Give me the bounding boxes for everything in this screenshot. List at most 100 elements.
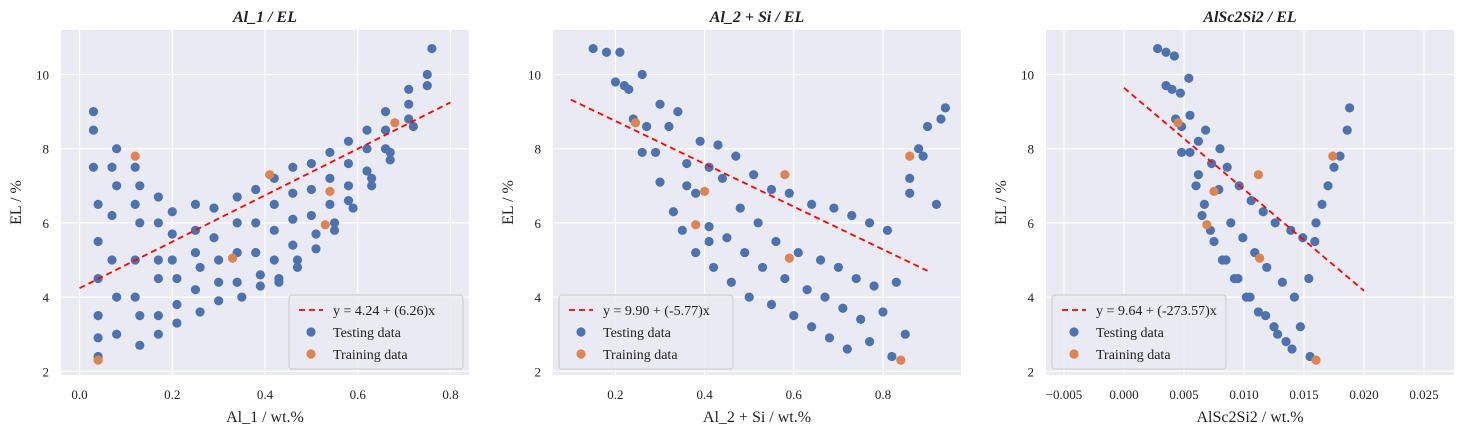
testing-point bbox=[1269, 322, 1279, 332]
testing-point bbox=[362, 166, 372, 176]
testing-point bbox=[408, 121, 418, 132]
training-point bbox=[780, 170, 790, 180]
testing-point bbox=[1261, 311, 1271, 321]
testing-point bbox=[255, 281, 265, 291]
y-axis-label: EL / % bbox=[8, 180, 25, 225]
testing-point bbox=[1161, 47, 1171, 57]
testing-point bbox=[766, 184, 777, 195]
x-axis-label: Al_2 + Si / wt.% bbox=[703, 409, 811, 426]
x-tick-label: 0.0 bbox=[71, 387, 87, 402]
training-point bbox=[390, 118, 400, 128]
testing-point bbox=[802, 285, 812, 295]
testing-point bbox=[691, 188, 701, 198]
testing-point bbox=[815, 255, 826, 265]
legend-training-label: Training data bbox=[603, 348, 678, 363]
testing-point bbox=[936, 114, 946, 124]
testing-point bbox=[251, 184, 261, 195]
testing-point bbox=[107, 255, 117, 265]
testing-point bbox=[130, 162, 140, 172]
testing-point bbox=[1253, 307, 1263, 317]
y-tick-label: 2 bbox=[535, 364, 542, 379]
testing-point bbox=[1277, 277, 1287, 287]
testing-point bbox=[1207, 158, 1217, 169]
testing-point bbox=[1323, 181, 1333, 191]
training-point bbox=[1255, 253, 1265, 263]
legend: y = 9.64 + (-273.57)x Testing data Trainin… bbox=[1051, 294, 1227, 370]
testing-point bbox=[624, 84, 634, 94]
testing-point bbox=[329, 218, 340, 228]
legend-training-swatch bbox=[1069, 349, 1079, 359]
testing-point bbox=[343, 181, 354, 191]
testing-point bbox=[887, 351, 897, 362]
testing-point bbox=[1286, 225, 1296, 235]
legend-fit-label: y = 9.90 + (-5.77)x bbox=[603, 304, 710, 319]
testing-point bbox=[1175, 88, 1185, 98]
testing-point bbox=[112, 329, 122, 339]
testing-point bbox=[1273, 329, 1283, 339]
x-tick-label: 0.010 bbox=[1229, 387, 1258, 402]
testing-point bbox=[1298, 233, 1308, 243]
y-tick-label: 8 bbox=[43, 142, 50, 157]
training-point bbox=[1328, 151, 1338, 161]
testing-point bbox=[869, 281, 879, 291]
x-tick-label: −0.005 bbox=[1046, 387, 1083, 402]
testing-point bbox=[708, 262, 719, 273]
testing-point bbox=[704, 236, 714, 247]
testing-point bbox=[744, 292, 754, 302]
testing-point bbox=[343, 196, 354, 206]
testing-point bbox=[682, 181, 692, 191]
subplot-al2-si-el: 0.2 0.4 0.6 0.8 2 4 6 8 10 Al_2 + Si / EL Al_2 + S… bbox=[500, 9, 961, 426]
y-tick-label: 10 bbox=[36, 68, 49, 83]
testing-point bbox=[190, 285, 201, 295]
testing-point bbox=[824, 333, 835, 343]
training-point bbox=[227, 253, 238, 263]
x-tick-label: 0.4 bbox=[257, 387, 274, 402]
testing-point bbox=[1311, 218, 1321, 228]
testing-point bbox=[731, 151, 741, 161]
testing-point bbox=[153, 218, 163, 228]
x-tick-label: 0.2 bbox=[164, 387, 180, 402]
legend-training-label: Training data bbox=[333, 348, 408, 363]
testing-point bbox=[695, 136, 705, 146]
testing-point bbox=[167, 229, 177, 239]
training-point bbox=[265, 170, 275, 180]
testing-point bbox=[214, 255, 224, 265]
training-point bbox=[1311, 355, 1321, 365]
testing-point bbox=[1197, 210, 1207, 221]
testing-point bbox=[292, 255, 303, 265]
testing-point bbox=[135, 340, 145, 350]
testing-point bbox=[232, 218, 242, 228]
testing-point bbox=[704, 162, 714, 172]
legend-training-swatch bbox=[576, 349, 586, 359]
testing-point bbox=[1233, 273, 1243, 284]
testing-point bbox=[851, 273, 861, 284]
testing-point bbox=[93, 236, 103, 247]
testing-point bbox=[1304, 273, 1314, 284]
testing-point bbox=[1317, 199, 1327, 209]
testing-point bbox=[1289, 292, 1299, 302]
testing-point bbox=[655, 177, 665, 187]
testing-point bbox=[655, 99, 665, 109]
testing-point bbox=[274, 277, 284, 287]
testing-point bbox=[107, 210, 117, 221]
testing-point bbox=[1342, 125, 1352, 135]
legend-testing-label: Testing data bbox=[603, 326, 672, 341]
testing-point bbox=[232, 277, 242, 287]
testing-point bbox=[1201, 125, 1211, 135]
testing-point bbox=[190, 199, 201, 209]
testing-point bbox=[722, 233, 732, 243]
testing-point bbox=[673, 107, 683, 117]
testing-point bbox=[1169, 51, 1179, 61]
y-tick-label: 2 bbox=[43, 364, 50, 379]
testing-point bbox=[1287, 344, 1297, 354]
chart-title: Al_2 + Si / EL bbox=[709, 9, 805, 26]
testing-point bbox=[269, 225, 279, 235]
testing-point bbox=[905, 188, 915, 198]
training-point bbox=[1173, 118, 1183, 128]
testing-point bbox=[153, 329, 163, 339]
testing-point bbox=[878, 307, 888, 317]
testing-point bbox=[88, 125, 99, 135]
testing-point bbox=[255, 270, 265, 280]
x-tick-label: 0.6 bbox=[786, 387, 803, 402]
testing-point bbox=[1245, 292, 1255, 302]
